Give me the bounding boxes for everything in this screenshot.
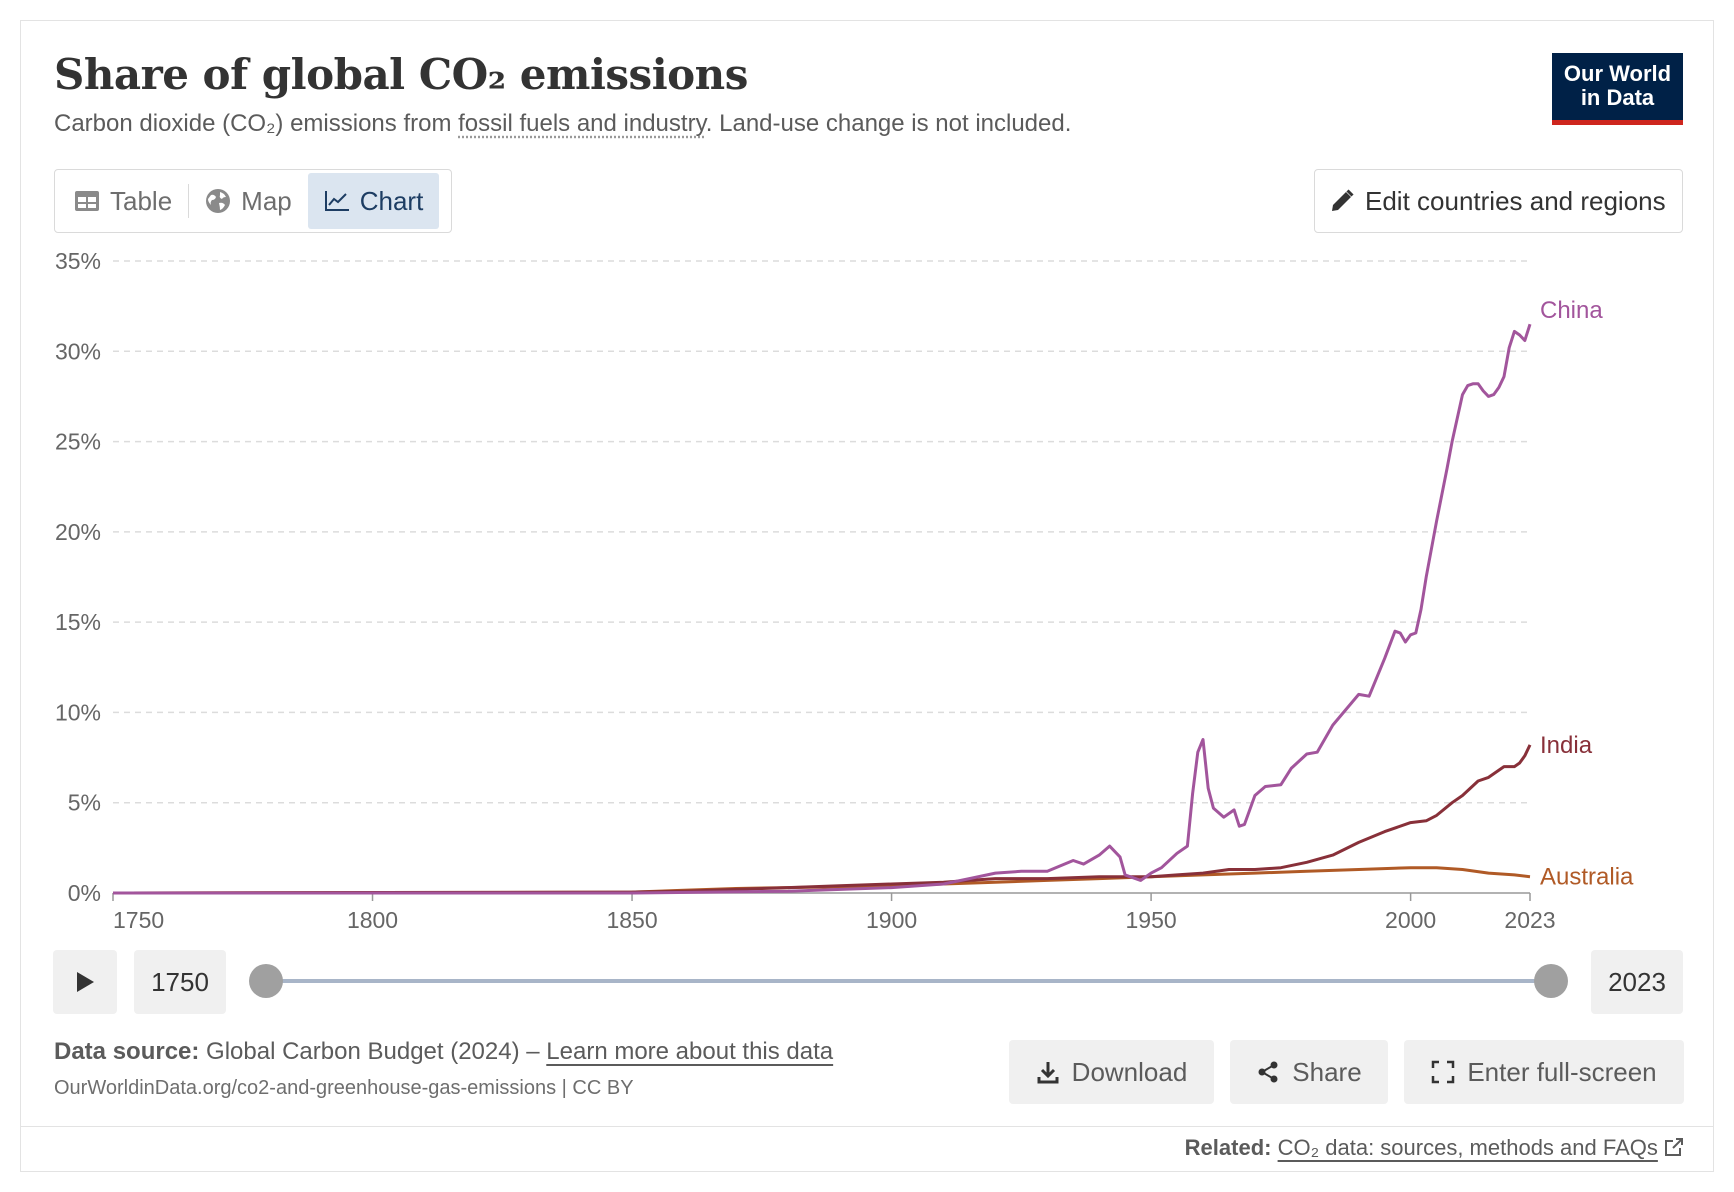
fullscreen-button[interactable]: Enter full-screen <box>1404 1040 1684 1104</box>
series-line-india <box>112 744 1532 895</box>
x-tick-label: 2000 <box>1385 907 1436 933</box>
related-label: Related: <box>1184 1135 1272 1160</box>
source-text: Global Carbon Budget (2024) – <box>199 1038 547 1065</box>
footer-divider <box>20 1126 1714 1127</box>
download-icon <box>1037 1062 1059 1084</box>
x-tick-label: 1900 <box>866 907 917 933</box>
source-label: Data source: <box>54 1038 200 1065</box>
related-link-row: Related: CO₂ data: sources, methods and … <box>1185 1135 1684 1161</box>
line-chart: 0% 5% 10% 15% 20% 25% 30% 35% 1750 1800 1850 1900 19… <box>55 248 1634 933</box>
logo-line-1: Our World <box>1563 61 1672 86</box>
y-tick-label: 30% <box>55 338 101 364</box>
subtitle-text: Carbon dioxide (CO₂) emissions from <box>54 110 459 137</box>
data-source: Data source: Global Carbon Budget (2024)… <box>54 1038 833 1066</box>
learn-more-link[interactable]: Learn more about this data <box>546 1038 834 1065</box>
axes: 0% 5% 10% 15% 20% 25% 30% 35% 1750 1800 1850 1900 19… <box>55 248 1556 933</box>
y-tick-label: 25% <box>55 429 101 455</box>
fullscreen-label: Enter full-screen <box>1467 1056 1657 1087</box>
expand-icon <box>1432 1060 1455 1084</box>
grid-lines <box>113 260 1530 804</box>
x-tick-label: 1850 <box>606 907 657 933</box>
play-icon <box>77 972 94 992</box>
play-button[interactable] <box>53 950 117 1014</box>
subtitle-link[interactable]: fossil fuels and industry <box>458 110 706 137</box>
series-label-china: China <box>1540 297 1603 324</box>
series-line-china <box>113 323 1532 895</box>
timeline-track[interactable] <box>266 979 1551 983</box>
x-tick-label: 1800 <box>347 907 398 933</box>
chart-title: Share of global CO₂ emissions <box>54 50 748 99</box>
y-tick-label: 20% <box>55 519 101 545</box>
series-lines <box>112 323 1532 895</box>
share-label: Share <box>1292 1056 1362 1087</box>
tab-separator <box>188 184 190 218</box>
share-button[interactable]: Share <box>1230 1040 1388 1104</box>
tab-chart-label: Chart <box>359 185 424 216</box>
timeline-end-handle[interactable] <box>1534 964 1568 998</box>
tab-chart[interactable]: Chart <box>307 173 440 229</box>
tab-table[interactable]: Table <box>58 173 188 229</box>
owid-logo[interactable]: Our World in Data <box>1552 53 1683 125</box>
series-labels: China India Australia <box>1540 297 1634 891</box>
related-link[interactable]: CO₂ data: sources, methods and FAQs <box>1277 1135 1658 1160</box>
pencil-icon <box>1332 189 1354 211</box>
view-tabs: Table Map Chart <box>54 169 452 233</box>
chart-frame <box>20 20 1714 1172</box>
timeline-start-handle[interactable] <box>249 964 283 998</box>
start-year-box[interactable]: 1750 <box>134 950 226 1014</box>
table-icon <box>75 191 99 211</box>
globe-icon <box>206 189 231 213</box>
external-link-icon <box>1665 1138 1683 1156</box>
y-tick-label: 35% <box>55 248 101 274</box>
edit-countries-label: Edit countries and regions <box>1365 185 1666 216</box>
logo-line-2: in Data <box>1580 85 1655 110</box>
y-tick-label: 0% <box>68 880 101 906</box>
y-tick-label: 15% <box>55 609 101 635</box>
download-button[interactable]: Download <box>1009 1040 1214 1104</box>
edit-countries-button[interactable]: Edit countries and regions <box>1314 169 1683 233</box>
series-label-australia: Australia <box>1540 864 1634 891</box>
x-tick-label: 1750 <box>113 907 164 933</box>
y-tick-label: 5% <box>68 790 101 816</box>
end-year-box[interactable]: 2023 <box>1591 950 1683 1014</box>
share-icon <box>1258 1061 1278 1083</box>
download-label: Download <box>1071 1056 1188 1087</box>
source-url: OurWorldinData.org/co2-and-greenhouse-ga… <box>54 1077 634 1099</box>
subtitle-text-end: . Land-use change is not included. <box>705 110 1072 137</box>
tab-map-label: Map <box>241 185 292 216</box>
chart-subtitle: Carbon dioxide (CO₂) emissions from foss… <box>54 110 1071 138</box>
tab-table-label: Table <box>110 185 173 216</box>
tab-map[interactable]: Map <box>189 173 308 229</box>
x-tick-label: 2023 <box>1504 907 1555 933</box>
y-tick-label: 10% <box>55 699 101 725</box>
series-label-india: India <box>1540 732 1593 759</box>
line-chart-icon <box>324 191 349 211</box>
x-tick-label: 1950 <box>1126 907 1177 933</box>
